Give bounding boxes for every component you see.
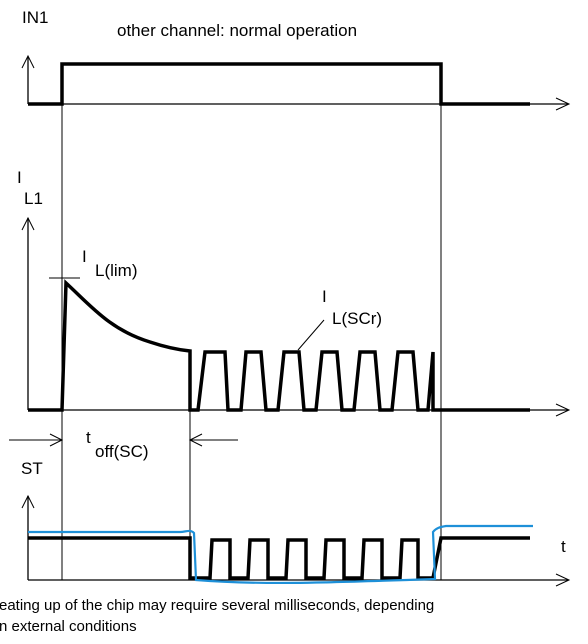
iscr-label-sub: L(SCr) [332,309,382,328]
il1-label-main: I [17,168,22,187]
ilim-label-main: I [82,247,87,266]
il1-panel: I L1 I L(lim) I L(SCr) t off(SC) [9,168,571,580]
st-panel: ST t [21,459,571,587]
toff-label-sub: off(SC) [95,442,149,461]
st-label: ST [21,459,43,478]
ilim-label-sub: L(lim) [95,261,138,280]
st-overlay-line [28,524,533,585]
in1-y-arrowhead [21,54,35,69]
footnote-line-2: n external conditions [0,618,137,635]
toff-arrow-left-head [49,433,64,447]
in1-x-arrowhead [555,97,571,111]
in1-note: other channel: normal operation [117,21,357,40]
st-time-label: t [561,537,566,556]
il1-x-arrowhead [555,403,571,417]
toff-label-main: t [86,428,91,447]
iscr-pointer [297,319,325,351]
il1-label-sub: L1 [24,189,43,208]
in1-waveform [28,62,530,106]
in1-label: IN1 [22,8,48,27]
st-x-arrowhead [555,573,571,587]
footnote-line-1: eating up of the chip may require severa… [0,597,434,614]
il1-y-arrowhead [21,216,35,231]
in1-panel: IN1 other channel: normal operation [21,8,571,111]
st-waveform [28,536,530,580]
st-y-arrowhead [21,494,35,509]
il1-waveform [28,279,530,412]
iscr-label-main: I [322,287,327,306]
